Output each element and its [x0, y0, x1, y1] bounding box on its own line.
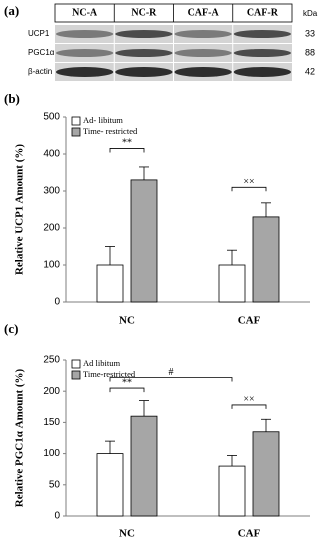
bar [130, 415, 158, 517]
y-tick-label: 50 [49, 479, 61, 490]
lane-label: CAF-R [247, 7, 279, 18]
legend-swatch [71, 116, 81, 126]
blot-band [233, 30, 291, 38]
bar [252, 216, 280, 303]
bar [96, 264, 124, 303]
blot-band [115, 67, 173, 77]
significance-label: # [169, 367, 174, 378]
blot-band [233, 49, 291, 57]
bar [252, 431, 280, 517]
legend-swatch [71, 370, 81, 380]
y-tick-label: 400 [43, 149, 60, 160]
legend-label: Ad libitum [83, 358, 120, 368]
y-tick-label: 0 [54, 297, 60, 308]
kda-value: 33 [305, 28, 315, 38]
significance-bracket [109, 148, 145, 153]
row-label: β-actin [28, 67, 52, 76]
row-label: UCP1 [28, 29, 50, 38]
lane-label: NC-A [72, 7, 98, 18]
panel-label: (c) [4, 321, 18, 336]
blot-band [233, 67, 291, 77]
y-tick-label: 200 [43, 386, 60, 397]
significance-bracket [231, 404, 267, 409]
kda-value: 88 [305, 47, 315, 57]
y-axis-label: Relative UCP1 Amount (%) [14, 144, 26, 275]
bar [218, 264, 246, 303]
y-tick-label: 300 [43, 186, 60, 197]
legend-label: Time-restricted [83, 369, 136, 379]
significance-label: ** [122, 377, 132, 388]
x-tick-label: CAF [238, 315, 261, 327]
legend-label: Ad- libitum [83, 115, 123, 125]
row-label: PGC1α [28, 48, 55, 57]
bar [130, 179, 158, 303]
significance-label: ×× [243, 177, 254, 188]
blot-band [56, 67, 114, 77]
blot-band [56, 30, 114, 38]
lane-label: NC-R [131, 7, 157, 18]
y-tick-label: 100 [43, 260, 60, 271]
x-tick-label: CAF [238, 528, 261, 540]
significance-label: ** [122, 138, 132, 149]
y-tick-label: 100 [43, 448, 60, 459]
kda-label: kDa [303, 9, 318, 18]
x-tick-label: NC [119, 315, 135, 327]
kda-value: 42 [305, 66, 315, 76]
blot-band [115, 49, 173, 57]
significance-bracket [109, 387, 145, 393]
y-tick-label: 500 [43, 112, 60, 123]
blot-band [174, 67, 232, 77]
legend-swatch [71, 127, 81, 137]
y-tick-label: 150 [43, 417, 60, 428]
y-tick-label: 0 [54, 511, 60, 522]
legend-label: Time- restricted [83, 126, 138, 136]
blot-band [115, 30, 173, 38]
y-axis-label: Relative PGC1α Amount (%) [14, 368, 26, 507]
bar [96, 453, 124, 517]
bar [218, 465, 246, 517]
panel-label: (b) [4, 91, 20, 106]
significance-bracket [231, 186, 267, 192]
legend-swatch [71, 359, 81, 369]
y-tick-label: 250 [43, 355, 60, 366]
significance-label: ×× [243, 394, 254, 405]
lane-label: CAF-A [188, 7, 220, 18]
x-tick-label: NC [119, 528, 135, 540]
y-tick-label: 200 [43, 223, 60, 234]
significance-bracket [109, 377, 233, 382]
panel-label: (a) [4, 3, 19, 18]
blot-band [174, 30, 232, 38]
blot-band [56, 49, 114, 57]
blot-band [174, 49, 232, 57]
